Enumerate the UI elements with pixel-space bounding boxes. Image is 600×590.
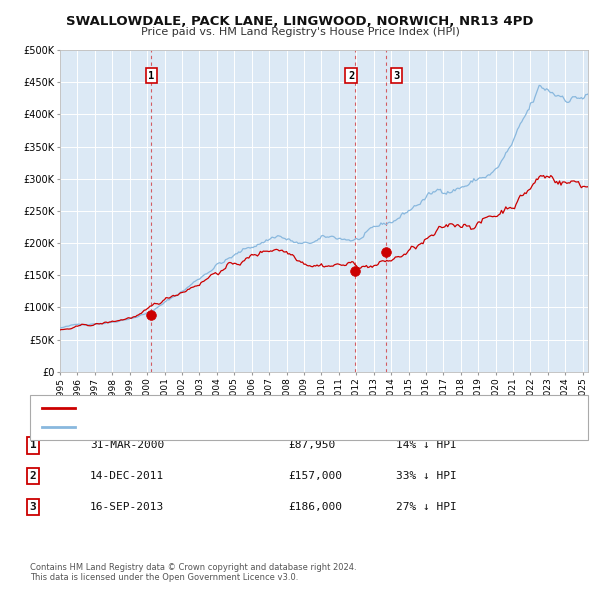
Text: £157,000: £157,000	[288, 471, 342, 481]
Text: SWALLOWDALE, PACK LANE, LINGWOOD, NORWICH, NR13 4PD (detached house): SWALLOWDALE, PACK LANE, LINGWOOD, NORWIC…	[81, 403, 445, 412]
Text: 2: 2	[29, 471, 37, 481]
Text: £186,000: £186,000	[288, 502, 342, 512]
Text: This data is licensed under the Open Government Licence v3.0.: This data is licensed under the Open Gov…	[30, 573, 298, 582]
Text: Contains HM Land Registry data © Crown copyright and database right 2024.: Contains HM Land Registry data © Crown c…	[30, 563, 356, 572]
Text: 31-MAR-2000: 31-MAR-2000	[90, 441, 164, 450]
Text: £87,950: £87,950	[288, 441, 335, 450]
Text: 14-DEC-2011: 14-DEC-2011	[90, 471, 164, 481]
Text: 2: 2	[348, 71, 354, 81]
Text: 3: 3	[29, 502, 37, 512]
Text: 1: 1	[148, 71, 155, 81]
Text: 14% ↓ HPI: 14% ↓ HPI	[396, 441, 457, 450]
Text: 16-SEP-2013: 16-SEP-2013	[90, 502, 164, 512]
Text: 27% ↓ HPI: 27% ↓ HPI	[396, 502, 457, 512]
Text: HPI: Average price, detached house, Broadland: HPI: Average price, detached house, Broa…	[81, 422, 295, 432]
Text: 3: 3	[394, 71, 400, 81]
Text: 1: 1	[29, 441, 37, 450]
Text: Price paid vs. HM Land Registry's House Price Index (HPI): Price paid vs. HM Land Registry's House …	[140, 27, 460, 37]
Text: 33% ↓ HPI: 33% ↓ HPI	[396, 471, 457, 481]
Text: SWALLOWDALE, PACK LANE, LINGWOOD, NORWICH, NR13 4PD: SWALLOWDALE, PACK LANE, LINGWOOD, NORWIC…	[66, 15, 534, 28]
